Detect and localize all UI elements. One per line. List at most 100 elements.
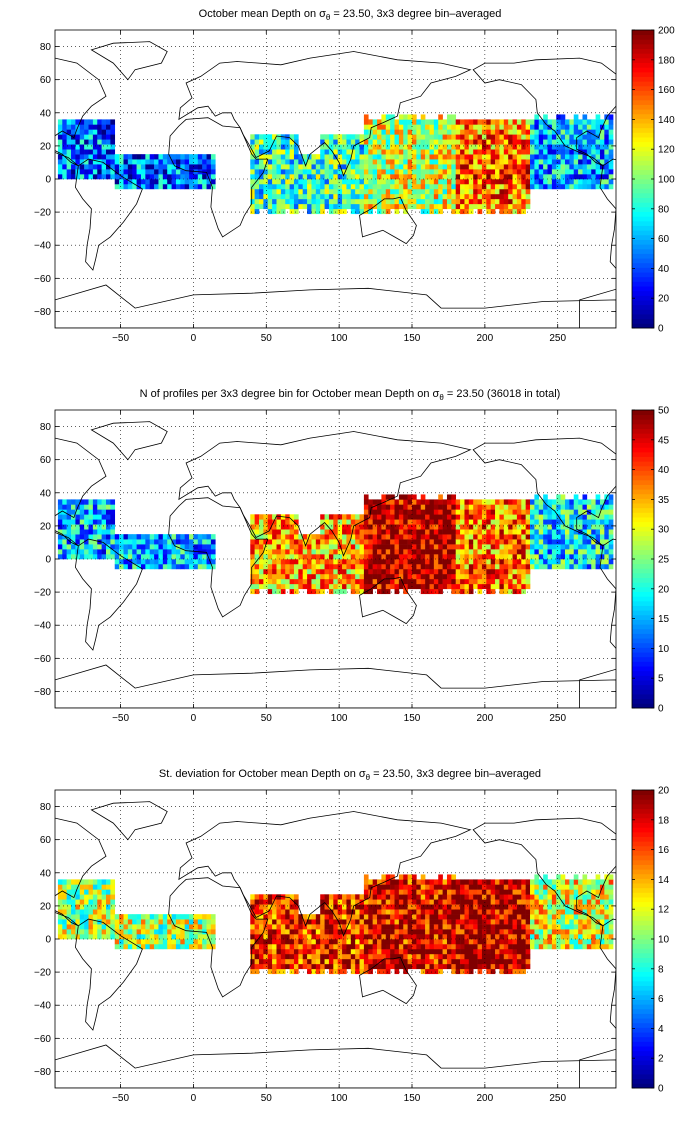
heatmap-cell [106,884,111,889]
heatmap-cell [93,124,98,129]
heatmap-cell [377,554,382,559]
heatmap-cell [360,184,365,189]
heatmap-cell [272,159,277,164]
heatmap-cell [207,944,212,949]
heatmap-cell [62,514,67,519]
heatmap-cell [311,174,316,179]
heatmap-cell [526,119,531,124]
heatmap-cell [202,919,207,924]
heatmap-cell [320,944,325,949]
heatmap-cell [272,539,277,544]
heatmap-cell [377,164,382,169]
heatmap-cell [294,919,299,924]
heatmap-cell [469,194,474,199]
heatmap-cell [84,509,89,514]
heatmap-cell [154,944,159,949]
heatmap-cell [285,524,290,529]
heatmap-cell [373,144,378,149]
heatmap-cell [93,889,98,894]
heatmap-cell [604,184,609,189]
heatmap-cell [421,204,426,209]
heatmap-cell [600,144,605,149]
colorbar-step [632,494,654,499]
heatmap-cell [460,894,465,899]
colorbar-step [632,475,654,480]
heatmap-cell [399,119,404,124]
heatmap-cell [259,179,264,184]
heatmap-cell [381,964,386,969]
heatmap-cell [75,534,80,539]
heatmap-cell [351,544,356,549]
heatmap-cell [504,179,509,184]
colorbar-step [632,105,654,110]
heatmap-cell [521,539,526,544]
heatmap-cell [346,564,351,569]
heatmap-cell [447,529,452,534]
heatmap-cell [513,174,518,179]
colorbar-step [632,272,654,277]
heatmap-cell [259,514,264,519]
heatmap-cell [67,164,72,169]
heatmap-cell [106,919,111,924]
heatmap-cell [604,149,609,154]
heatmap-cell [106,499,111,504]
heatmap-cell [526,539,531,544]
heatmap-cell [355,164,360,169]
heatmap-cell [530,174,535,179]
colorbar-step [632,582,654,587]
heatmap-cell [307,199,312,204]
heatmap-cell [556,114,561,119]
heatmap-cell [434,544,439,549]
heatmap-cell [338,569,343,574]
heatmap-cell [268,954,273,959]
heatmap-cell [443,174,448,179]
heatmap-cell [189,179,194,184]
heatmap-cell [320,914,325,919]
heatmap-cell [561,119,566,124]
heatmap-cell [561,514,566,519]
heatmap-cell [561,559,566,564]
heatmap-cell [250,209,255,214]
heatmap-cell [71,534,76,539]
heatmap-cell [316,199,321,204]
heatmap-cell [338,524,343,529]
heatmap-cell [329,199,334,204]
colorbar-step [632,67,654,72]
colorbar-step [632,564,654,569]
heatmap-cell [504,139,509,144]
heatmap-cell [513,554,518,559]
x-tick-label: −50 [112,713,129,724]
heatmap-cell [447,169,452,174]
heatmap-cell [115,164,120,169]
heatmap-cell [408,904,413,909]
heatmap-cell [408,559,413,564]
heatmap-cell [408,514,413,519]
heatmap-cell [412,544,417,549]
heatmap-cell [438,144,443,149]
heatmap-cell [268,934,273,939]
heatmap-cell [591,184,596,189]
heatmap-cell [311,944,316,949]
heatmap-cell [582,144,587,149]
heatmap-cell [443,144,448,149]
colorbar-tick-label: 20 [658,294,670,305]
heatmap-cell [290,924,295,929]
heatmap-cell [329,174,334,179]
heatmap-cell [438,179,443,184]
heatmap-cell [158,559,163,564]
heatmap-cell [565,519,570,524]
heatmap-cell [495,129,500,134]
heatmap-cell [355,179,360,184]
heatmap-cell [123,544,128,549]
heatmap-cell [395,884,400,889]
heatmap-cell [443,179,448,184]
heatmap-cell [491,544,496,549]
heatmap-cell [521,579,526,584]
heatmap-cell [67,544,72,549]
heatmap-cell [495,169,500,174]
heatmap-cell [539,554,544,559]
heatmap-cell [373,904,378,909]
heatmap-cell [281,969,286,974]
heatmap-cell [294,154,299,159]
heatmap-cell [609,119,614,124]
